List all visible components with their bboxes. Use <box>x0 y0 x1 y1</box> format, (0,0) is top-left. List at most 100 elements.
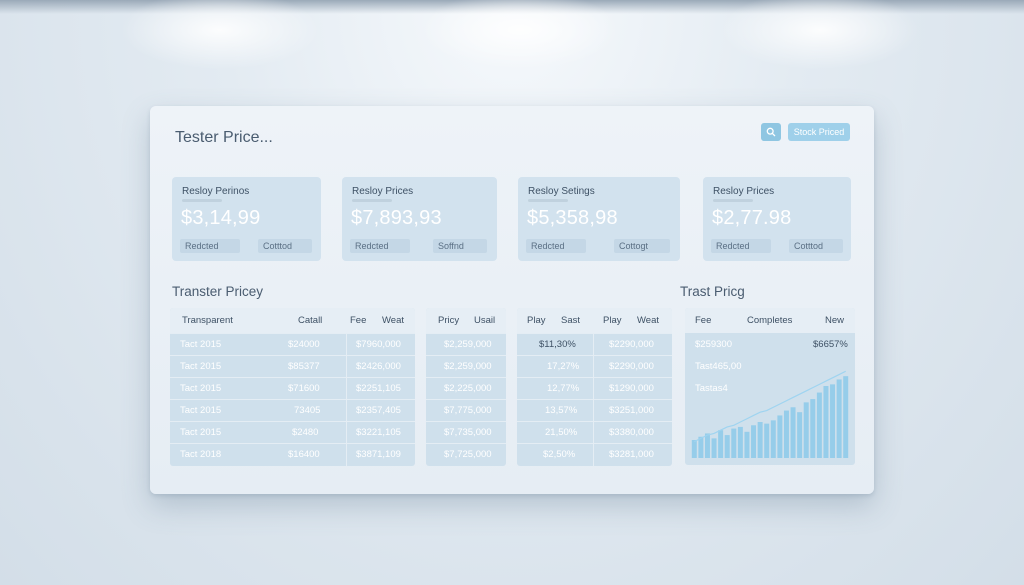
price-card[interactable]: Resloy Prices $2,77.98 Redcted Cotttod <box>703 177 851 261</box>
column-header[interactable]: Completes <box>747 315 793 326</box>
chart-bar <box>718 430 724 458</box>
table-header: Play Sast Play Weat <box>517 308 672 333</box>
chart-bar <box>830 384 836 458</box>
row-rate: $2,50% <box>543 449 576 460</box>
row-value: $3380,000 <box>609 427 654 438</box>
row-price: $2,259,000 <box>444 361 492 372</box>
row-fee: $7960,000 <box>356 339 401 350</box>
column-header[interactable]: Transparent <box>182 315 233 326</box>
chart-bar <box>737 426 743 458</box>
chip-label: Redcted <box>716 241 750 251</box>
card-chip-right[interactable]: Cotttod <box>789 239 843 253</box>
row-price: $2,259,000 <box>444 339 492 350</box>
row-value: $3281,000 <box>609 449 654 460</box>
chart-stat-label: Tastas4 <box>695 383 728 394</box>
column-header[interactable]: Usail <box>474 315 496 326</box>
column-header[interactable]: Fee <box>695 315 712 326</box>
row-value: $2290,000 <box>609 361 654 372</box>
table-row[interactable]: $2,259,000 <box>426 333 506 355</box>
chart-bar <box>797 412 803 458</box>
chart-bar <box>698 436 704 458</box>
price-card[interactable]: Resloy Perinos $3,14,99 Redcted Cotttod <box>172 177 321 261</box>
ceiling-light <box>720 0 920 70</box>
table-row[interactable]: Tact 2018 $16400 $3871,109 <box>170 443 415 465</box>
table-row[interactable]: $2,225,000 <box>426 377 506 399</box>
table-row[interactable]: Tact 2015 $24000 $7960,000 <box>170 333 415 355</box>
section-title-left: Transter Pricey <box>172 284 264 299</box>
search-button[interactable] <box>761 123 781 141</box>
table-row[interactable]: Tact 2015 $2480 $3221,105 <box>170 421 415 443</box>
chart-bar <box>704 433 710 458</box>
table-row[interactable]: Tact 2015 $85377 $2426,000 <box>170 355 415 377</box>
price-table: Play Sast Play Weat $11,30% $2290,000 17… <box>517 308 672 466</box>
card-value: $7,893,93 <box>351 207 442 229</box>
column-header[interactable]: Play <box>527 315 546 326</box>
table-row[interactable]: $7,725,000 <box>426 443 506 465</box>
column-header[interactable]: Play <box>603 315 622 326</box>
column-header[interactable]: Catall <box>298 315 323 326</box>
card-chip-left[interactable]: Redcted <box>350 239 410 253</box>
row-name: Tact 2018 <box>180 449 222 460</box>
card-chip-right[interactable]: Cotttod <box>258 239 312 253</box>
table-row[interactable]: Tact 2015 $71600 $2251,105 <box>170 377 415 399</box>
card-chip-right[interactable]: Soffnd <box>433 239 487 253</box>
table-header: Pricy Usail <box>426 308 506 333</box>
price-card[interactable]: Resloy Setings $5,358,98 Redcted Cottogt <box>518 177 680 261</box>
chart-bar <box>691 440 697 458</box>
row-rate: 17,27% <box>547 361 580 372</box>
row-cost: $16400 <box>288 449 320 460</box>
chart-trend-line <box>694 370 846 443</box>
price-table: Transparent Catall Fee Weat Tact 2015 $2… <box>170 308 415 466</box>
chip-label: Cotttod <box>263 241 293 251</box>
table-row[interactable]: 13,57% $3251,000 <box>517 399 672 421</box>
row-name: Tact 2015 <box>180 405 222 416</box>
chart-bar <box>836 379 842 458</box>
row-rate: 21,50% <box>545 427 578 438</box>
table-row[interactable]: 17,27% $2290,000 <box>517 355 672 377</box>
card-value: $2,77.98 <box>712 207 792 229</box>
card-chip-left[interactable]: Redcted <box>526 239 586 253</box>
search-icon <box>766 127 776 137</box>
table-row[interactable]: Tact 2015 73405 $2357,405 <box>170 399 415 421</box>
price-card[interactable]: Resloy Prices $7,893,93 Redcted Soffnd <box>342 177 497 261</box>
row-cost: $2480 <box>292 427 319 438</box>
card-label: Resloy Setings <box>528 186 595 197</box>
column-header[interactable]: Weat <box>637 315 660 326</box>
table-row[interactable]: $7,775,000 <box>426 399 506 421</box>
row-price: $7,725,000 <box>444 449 492 460</box>
table-row[interactable]: $11,30% $2290,000 <box>517 333 672 355</box>
chart-bar <box>843 376 849 458</box>
row-price: $7,735,000 <box>444 427 492 438</box>
chip-label: Cottogt <box>619 241 649 251</box>
chart-bar <box>770 420 776 458</box>
column-header[interactable]: Sast <box>561 315 581 326</box>
chart-stat-value: $6657% <box>813 339 848 350</box>
card-subline <box>182 199 222 202</box>
card-chip-left[interactable]: Redcted <box>180 239 240 253</box>
chart-bar <box>790 407 796 458</box>
column-header[interactable]: Weat <box>382 315 405 326</box>
row-fee: $2251,105 <box>356 383 401 394</box>
table-row[interactable]: 21,50% $3380,000 <box>517 421 672 443</box>
column-header[interactable]: New <box>825 315 845 326</box>
card-chip-right[interactable]: Cottogt <box>614 239 670 253</box>
card-chip-left[interactable]: Redcted <box>711 239 771 253</box>
column-header[interactable]: Pricy <box>438 315 460 326</box>
chart-bar <box>724 435 730 458</box>
table-row[interactable]: 12,77% $1290,000 <box>517 377 672 399</box>
stock-priced-button[interactable]: Stock Priced <box>788 123 850 141</box>
row-value: $1290,000 <box>609 383 654 394</box>
dashboard-panel: Tester Price... Stock Priced Resloy Peri… <box>150 106 874 494</box>
table-row[interactable]: $2,259,000 <box>426 355 506 377</box>
row-name: Tact 2015 <box>180 339 222 350</box>
row-rate: 13,57% <box>545 405 578 416</box>
card-value: $5,358,98 <box>527 207 618 229</box>
table-row[interactable]: $2,50% $3281,000 <box>517 443 672 465</box>
chart-bar <box>757 422 763 458</box>
table-row[interactable]: $7,735,000 <box>426 421 506 443</box>
chart-bar <box>810 399 816 458</box>
column-header[interactable]: Fee <box>350 315 367 326</box>
chart-bar <box>751 425 757 458</box>
card-subline <box>713 199 753 202</box>
chart-bar <box>816 392 822 458</box>
